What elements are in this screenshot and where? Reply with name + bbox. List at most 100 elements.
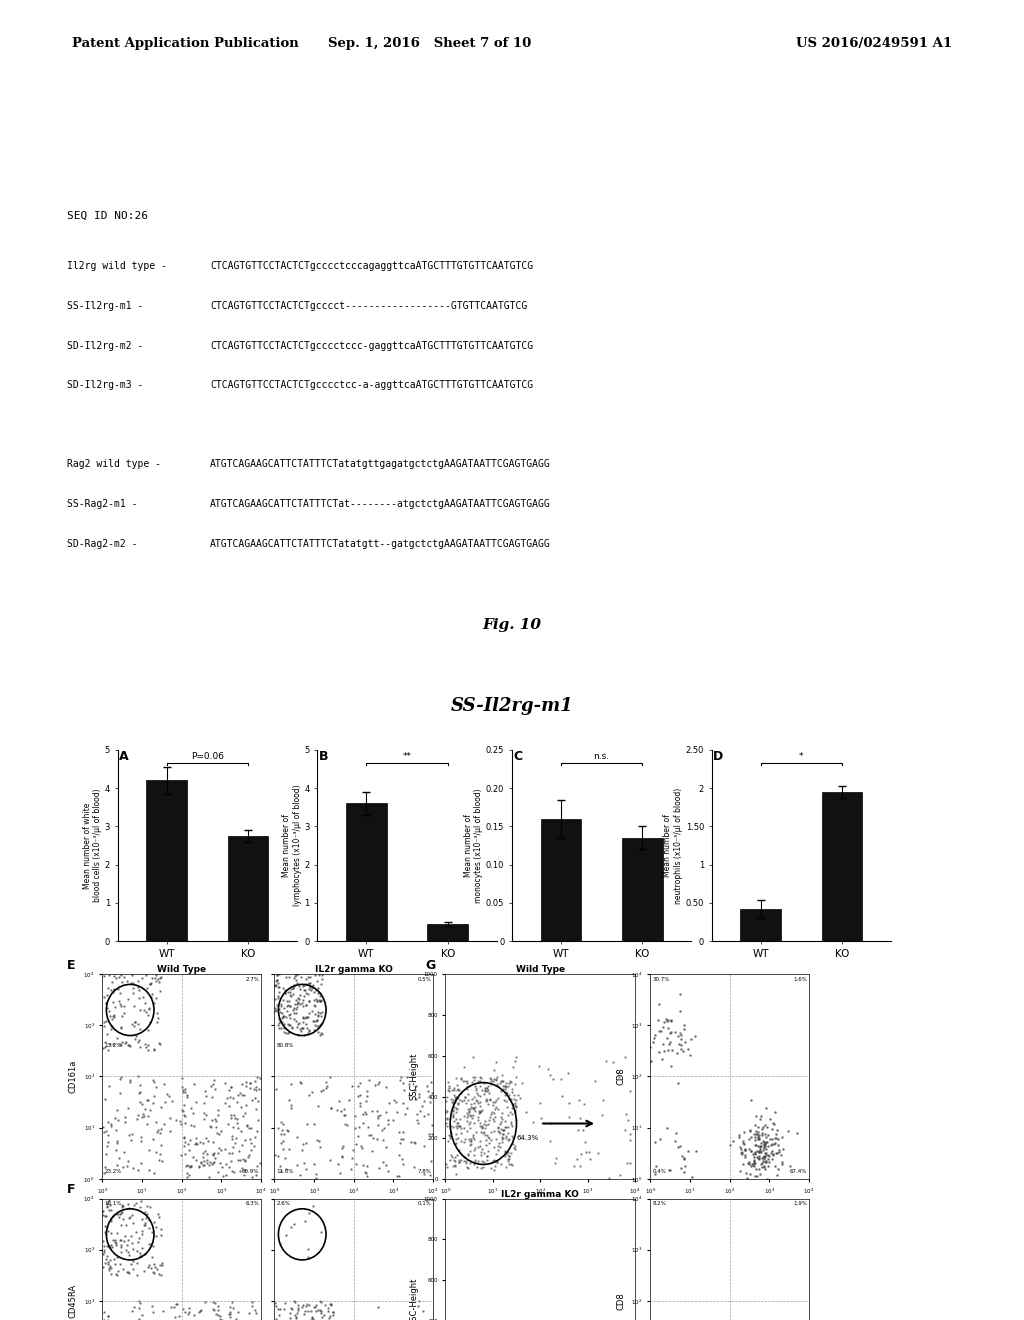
Point — [95, 1163, 112, 1184]
Point — [177, 1131, 194, 1152]
Point — [278, 1159, 294, 1180]
Point — [289, 1319, 305, 1320]
Point — [105, 1034, 122, 1055]
Text: Fig. 10: Fig. 10 — [482, 618, 542, 632]
Point — [754, 1125, 770, 1146]
Point — [738, 1162, 755, 1183]
Point — [313, 1080, 330, 1101]
Point — [174, 1077, 190, 1098]
Point — [97, 1036, 114, 1057]
Point — [663, 1056, 679, 1077]
Point — [622, 1081, 638, 1102]
Point — [100, 1259, 117, 1280]
Point — [272, 1133, 289, 1154]
Point — [492, 1121, 508, 1142]
Point — [394, 1148, 411, 1170]
Point — [745, 1123, 762, 1144]
Point — [205, 1292, 221, 1313]
Point — [267, 974, 284, 995]
Point — [295, 1007, 311, 1028]
Point — [489, 1076, 506, 1097]
Point — [142, 1234, 159, 1255]
Point — [485, 1102, 502, 1123]
Point — [94, 1200, 111, 1221]
Point — [220, 1114, 237, 1135]
Point — [95, 1016, 112, 1038]
Point — [663, 1010, 679, 1031]
Point — [308, 991, 325, 1012]
Point — [104, 982, 121, 1003]
Point — [468, 1077, 484, 1098]
Point — [234, 1148, 251, 1170]
Point — [94, 1243, 111, 1265]
Point — [459, 1071, 475, 1092]
Point — [452, 1115, 468, 1137]
Point — [307, 1003, 324, 1024]
Point — [137, 964, 154, 985]
Point — [470, 1137, 486, 1158]
Point — [763, 1118, 779, 1139]
Point — [498, 1126, 514, 1147]
Point — [109, 1204, 125, 1225]
Point — [348, 1134, 365, 1155]
Point — [481, 1110, 498, 1131]
Point — [118, 1031, 134, 1052]
X-axis label: CD3: CD3 — [531, 1201, 549, 1210]
Point — [126, 1296, 142, 1317]
Point — [774, 1151, 791, 1172]
Point — [318, 1077, 335, 1098]
Point — [196, 1102, 212, 1123]
Point — [210, 1295, 226, 1316]
Point — [752, 1135, 768, 1156]
Point — [276, 982, 293, 1003]
Point — [453, 1123, 469, 1144]
Point — [772, 1144, 788, 1166]
Point — [477, 1077, 494, 1098]
Point — [99, 1221, 116, 1242]
Point — [307, 1311, 324, 1320]
Point — [102, 1255, 119, 1276]
Point — [543, 1111, 559, 1133]
Point — [98, 1236, 115, 1257]
Point — [459, 1078, 475, 1100]
Point — [310, 1299, 327, 1320]
Point — [493, 1119, 509, 1140]
Point — [451, 1139, 467, 1160]
Point — [496, 1078, 512, 1100]
Point — [266, 975, 283, 997]
Point — [271, 1299, 288, 1320]
Point — [188, 1316, 205, 1320]
Point — [492, 1072, 508, 1093]
Point — [98, 993, 115, 1014]
Point — [213, 1156, 229, 1177]
Point — [298, 1317, 314, 1320]
Point — [755, 1139, 771, 1160]
Point — [485, 1109, 502, 1130]
Point — [510, 1317, 526, 1320]
Point — [148, 1226, 165, 1247]
Point — [598, 1051, 614, 1072]
Point — [456, 1089, 472, 1110]
Point — [308, 1319, 325, 1320]
Point — [407, 1078, 423, 1100]
Point — [660, 1034, 677, 1055]
Point — [642, 1036, 658, 1057]
Point — [282, 995, 298, 1016]
Point — [129, 1067, 145, 1088]
Point — [286, 1002, 302, 1023]
Point — [749, 1123, 765, 1144]
Point — [299, 1007, 315, 1028]
Point — [223, 1105, 240, 1126]
Point — [102, 1263, 119, 1284]
Point — [212, 1152, 228, 1173]
Point — [296, 1303, 312, 1320]
Point — [284, 1094, 300, 1115]
Point — [647, 1156, 664, 1177]
Point — [284, 978, 300, 999]
Point — [409, 1109, 425, 1130]
Point — [153, 1135, 169, 1156]
Point — [161, 1085, 177, 1106]
Point — [301, 1203, 317, 1224]
Point — [473, 1140, 489, 1162]
Point — [297, 979, 313, 1001]
